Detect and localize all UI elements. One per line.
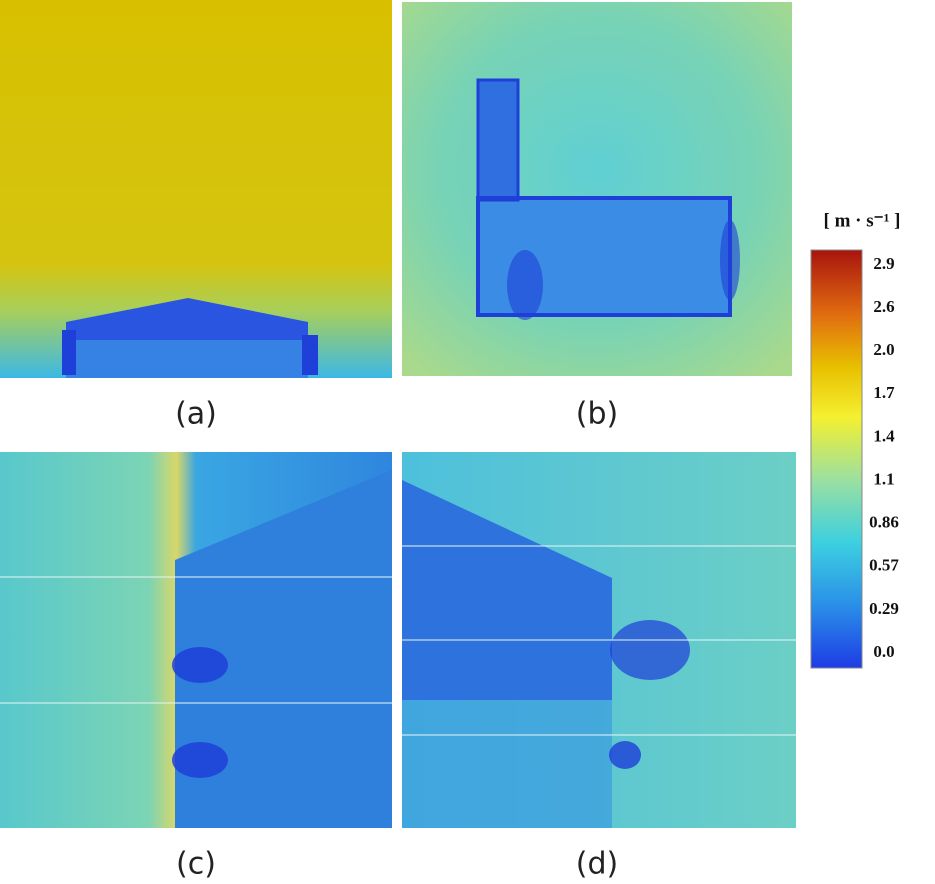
colorbar-ticks: 2.9 2.6 2.0 1.7 1.4 1.1 0.86 0.57 0.29 0.0 — [869, 254, 899, 661]
colorbar — [810, 249, 863, 669]
colorbar-tick-label: 0.57 — [869, 556, 899, 575]
colorbar-tick-label: 1.4 — [873, 426, 895, 445]
colorbar-tick-label: 0.0 — [873, 642, 894, 661]
colorbar-tick-label: 1.1 — [873, 469, 894, 488]
panel-label: (a) — [175, 397, 217, 432]
colorbar-tick-label: 0.29 — [869, 599, 899, 618]
panel-label: (d) — [576, 847, 618, 882]
colorbar-tick-label: 0.86 — [869, 513, 899, 532]
panel-a — [0, 0, 392, 378]
colorbar-tick-label: 2.6 — [873, 297, 894, 316]
panel-b — [402, 2, 792, 376]
colorbar-title: [ m · s⁻¹ ] — [824, 210, 901, 231]
panel-label: (c) — [176, 847, 216, 882]
panel-d — [402, 452, 796, 828]
panel-c — [0, 452, 392, 828]
colorbar-tick-label: 2.0 — [873, 340, 894, 359]
colorbar-tick-label: 1.7 — [873, 383, 895, 402]
panel-label: (b) — [576, 397, 618, 432]
colorbar-tick-label: 2.9 — [873, 254, 894, 273]
